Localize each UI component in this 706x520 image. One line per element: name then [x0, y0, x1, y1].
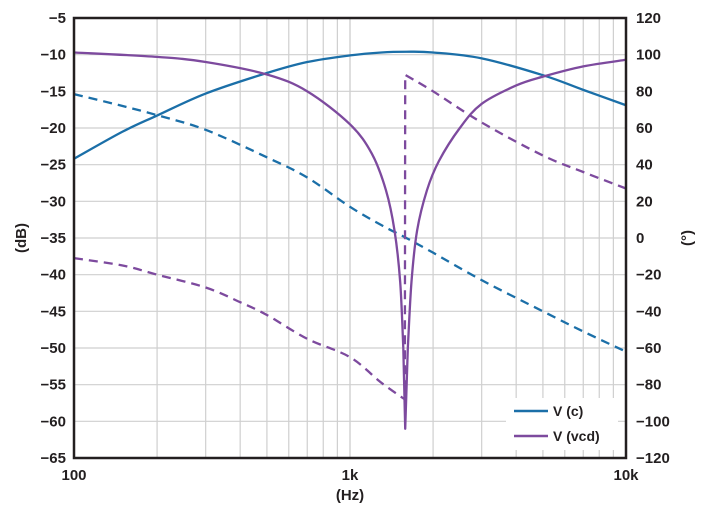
y-right-tick-label: 60: [636, 120, 653, 137]
y-right-tick-label: −100: [636, 413, 670, 430]
series-vc-magnitude: [73, 50, 627, 160]
x-tick-label: 100: [61, 467, 86, 484]
y-left-tick-label: −5: [49, 10, 66, 27]
series-vvcd-magnitude: [73, 51, 627, 430]
series-vvcd-phase: [73, 73, 627, 401]
y-axis-label-left: (dB): [13, 223, 30, 253]
plot-frame: [72, 16, 628, 460]
y-left-tick-label: −20: [41, 120, 66, 137]
y-right-tick-label: 20: [636, 193, 653, 210]
y-left-tick-label: −60: [41, 413, 66, 430]
series-vc-phase: [73, 92, 627, 353]
y-left-tick-label: −30: [41, 193, 66, 210]
y-right-tick-label: 100: [636, 47, 661, 64]
y-right-tick-label: 120: [636, 10, 661, 27]
y-right-tick-label: 80: [636, 83, 653, 100]
y-right-tick-label: −60: [636, 340, 661, 357]
y-left-tick-label: −15: [41, 83, 66, 100]
y-right-tick-label: −120: [636, 450, 670, 467]
y-right-tick-label: −80: [636, 377, 661, 394]
y-left-tick-label: −35: [41, 230, 66, 247]
y-left-tick-label: −25: [41, 157, 66, 174]
y-left-tick-label: −65: [41, 450, 66, 467]
legend-label-vc: V (c): [553, 403, 583, 419]
legend-box: [506, 398, 618, 450]
y-left-tick-label: −10: [41, 47, 66, 64]
y-left-tick-label: −55: [41, 377, 66, 394]
grid: [73, 17, 627, 459]
x-tick-label: 1k: [342, 467, 359, 484]
x-axis-label: (Hz): [336, 487, 364, 504]
legend-label-vvcd: V (vcd): [553, 428, 600, 444]
legend: V (c) V (vcd): [506, 398, 618, 450]
curves: [73, 50, 627, 430]
y-left-tick-label: −50: [41, 340, 66, 357]
y-right-tick-label: −40: [636, 303, 661, 320]
y-right-tick-label: −20: [636, 267, 661, 284]
y-left-tick-label: −45: [41, 303, 66, 320]
tick-labels: −5 −10 −15 −20 −25 −30 −35 −40 −45 −50 −55 −60 −65 12…: [41, 10, 670, 484]
x-tick-label: 10k: [613, 467, 639, 484]
y-axis-label-right: (°): [679, 230, 696, 246]
y-right-tick-label: 0: [636, 230, 644, 247]
y-right-tick-label: 40: [636, 157, 653, 174]
y-left-tick-label: −40: [41, 267, 66, 284]
